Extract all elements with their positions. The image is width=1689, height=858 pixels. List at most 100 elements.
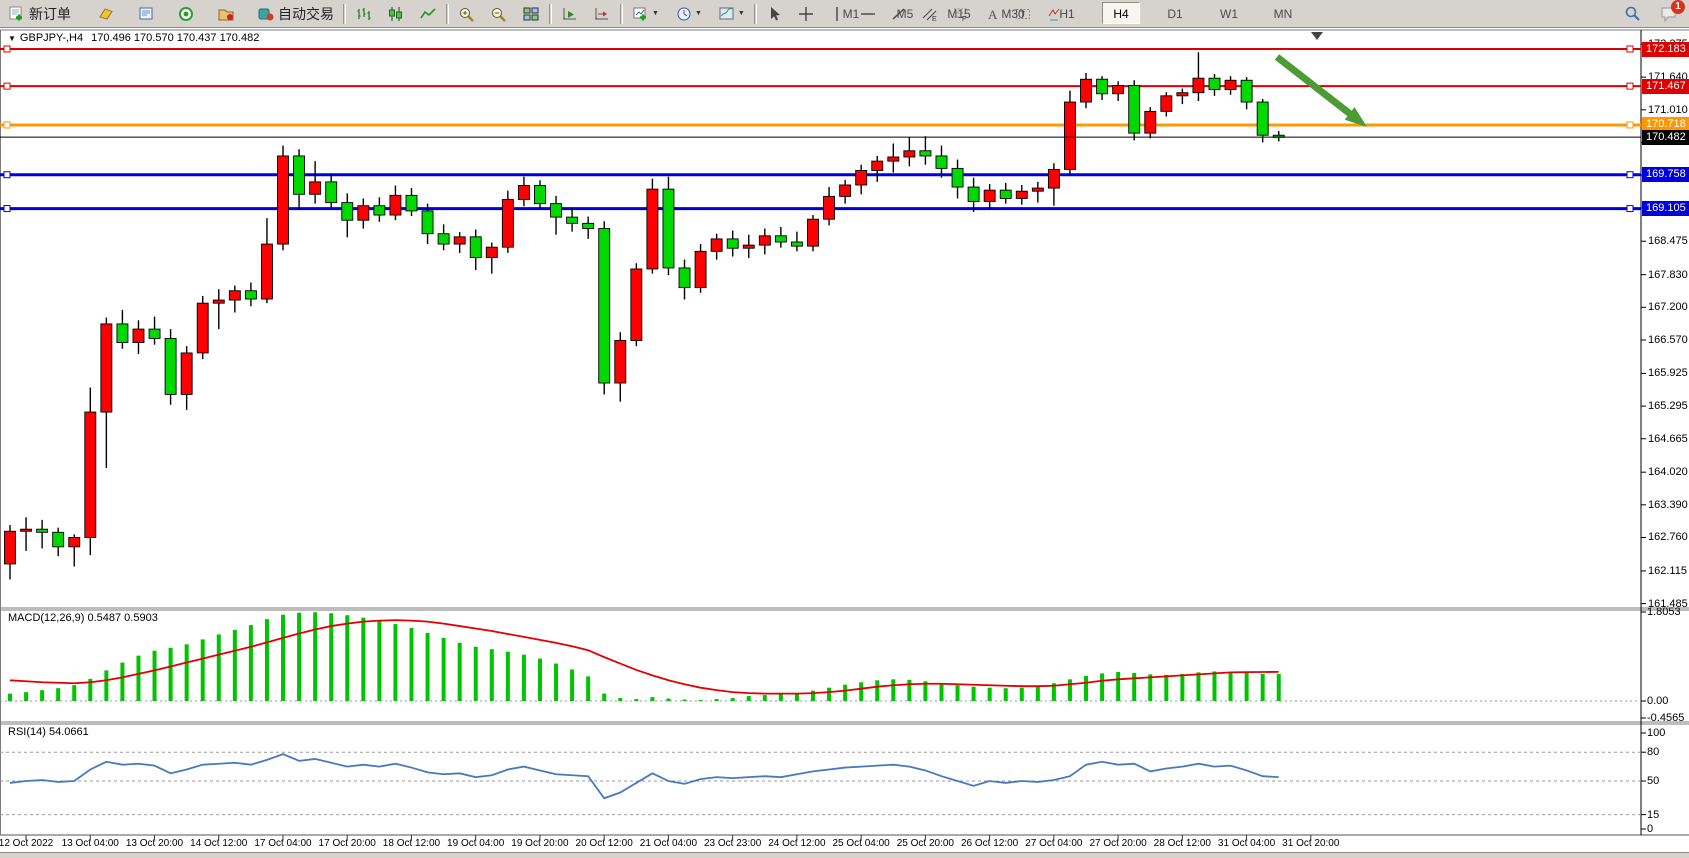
- candle-body: [485, 246, 498, 259]
- svg-text:A: A: [988, 7, 998, 22]
- timeframe-button-m5[interactable]: M5: [896, 7, 914, 21]
- fibonacci-button[interactable]: F: [948, 2, 974, 26]
- period-button[interactable]: ▼: [671, 2, 706, 26]
- line-chart-button[interactable]: [415, 2, 441, 26]
- chart-title-caret-icon[interactable]: ▼: [8, 34, 16, 43]
- chart-title: ▼ GBPJPY-,H4 170.496 170.570 170.437 170.4…: [8, 32, 259, 44]
- chart-shift-button[interactable]: [589, 2, 615, 26]
- channel-button[interactable]: E: [917, 2, 943, 26]
- time-axis-label: 21 Oct 04:00: [639, 838, 698, 849]
- template-icon: [718, 6, 736, 22]
- text-button[interactable]: A: [979, 2, 1005, 26]
- candle-body: [807, 218, 819, 247]
- candle-body: [20, 528, 33, 532]
- candle-body: [1096, 78, 1109, 95]
- candle-body: [614, 340, 627, 384]
- zoom-in-button[interactable]: [454, 2, 480, 26]
- market-watch-button[interactable]: [93, 2, 119, 26]
- autotrading-button[interactable]: 自动交易: [253, 2, 338, 26]
- channel-icon: E: [921, 6, 939, 22]
- arrows-icon: [1045, 6, 1063, 22]
- tile-windows-button[interactable]: [518, 2, 544, 26]
- chevron-down-icon: ▼: [694, 10, 702, 17]
- candle-body: [132, 328, 145, 344]
- search-button[interactable]: [1619, 2, 1645, 26]
- candle-body: [951, 167, 964, 188]
- candle-body: [1208, 77, 1221, 91]
- line-handle[interactable]: [1626, 171, 1634, 179]
- line-handle[interactable]: [3, 45, 11, 53]
- price-axis-tick: 167.200: [1648, 301, 1688, 314]
- line-chart-icon: [419, 6, 437, 22]
- terminal-button[interactable]: [213, 2, 239, 26]
- zoom-out-icon: [490, 6, 508, 22]
- hline-button[interactable]: [855, 2, 881, 26]
- candle-body: [501, 199, 514, 248]
- new-order-button[interactable]: 新订单: [4, 2, 75, 26]
- trendline-button[interactable]: [886, 2, 912, 26]
- timeframe-button-m15[interactable]: M15: [947, 7, 971, 21]
- line-handle[interactable]: [3, 121, 11, 129]
- auto-scroll-icon: [561, 6, 579, 22]
- label-button[interactable]: T: [1010, 2, 1036, 26]
- arrows-button[interactable]: [1041, 2, 1067, 26]
- trend-arrow[interactable]: [1274, 54, 1357, 120]
- candle-body: [919, 150, 932, 157]
- candle-body: [839, 184, 852, 197]
- price-badge-172.183: 172.183: [1642, 41, 1689, 57]
- candle-body: [1176, 92, 1189, 97]
- data-window-icon: [137, 6, 155, 22]
- trend-arrow-head: [1344, 107, 1367, 127]
- time-axis-label: 27 Oct 04:00: [1025, 838, 1083, 849]
- macd-histogram: [8, 612, 1281, 702]
- line-handle[interactable]: [1626, 45, 1634, 53]
- timeframe-button-mn[interactable]: MN: [1273, 7, 1293, 21]
- price-axis-tick: 162.115: [1648, 564, 1687, 577]
- label-icon: T: [1014, 6, 1032, 22]
- line-handle[interactable]: [3, 205, 11, 213]
- timeframe-button-d1[interactable]: D1: [1167, 7, 1183, 21]
- price-axis-tick: 162.760: [1648, 531, 1688, 544]
- candle-body: [582, 222, 595, 229]
- line-handle[interactable]: [1626, 121, 1634, 129]
- timeframe-button-m1[interactable]: M1: [842, 7, 860, 21]
- line-handle[interactable]: [1626, 205, 1634, 213]
- line-handle[interactable]: [3, 82, 11, 90]
- candle-body: [212, 299, 225, 304]
- auto-scroll-button[interactable]: [557, 2, 583, 26]
- zoom-out-button[interactable]: [486, 2, 512, 26]
- macd-axis-label: 0.00: [1647, 695, 1669, 707]
- timeframe-button-h1[interactable]: H1: [1059, 7, 1075, 21]
- timeframe-button-w1[interactable]: W1: [1220, 7, 1238, 21]
- candle-body: [983, 189, 996, 203]
- notifications-button[interactable]: 1: [1655, 0, 1685, 26]
- candle-body: [967, 186, 980, 203]
- crosshair-button[interactable]: [793, 2, 819, 26]
- bars-chart-button[interactable]: [351, 2, 377, 26]
- timeframe-button-m30[interactable]: M30: [1001, 7, 1025, 21]
- timeframe-toolbar: M1 M5 M15 M30 H1 H4 D1 W1 MN: [832, 2, 1318, 24]
- symbol-period: GBPJPY-,H4: [19, 32, 84, 44]
- new-chart-button[interactable]: ▼: [628, 2, 663, 26]
- chart-shift-icon: [593, 6, 611, 22]
- candle-body: [855, 170, 868, 186]
- time-axis-label: 31 Oct 04:00: [1217, 838, 1276, 849]
- candle-body: [694, 250, 707, 289]
- candle-body: [742, 244, 755, 249]
- vline-button[interactable]: [824, 2, 850, 26]
- macd-axis-label: 1.8053: [1647, 605, 1681, 618]
- line-handle[interactable]: [1626, 82, 1634, 90]
- navigator-button[interactable]: [173, 2, 199, 26]
- data-window-button[interactable]: [133, 2, 159, 26]
- chart-shift-marker-icon[interactable]: [1311, 32, 1323, 40]
- candles-chart-button[interactable]: [383, 2, 409, 26]
- candle-body: [823, 195, 836, 220]
- candle-body: [341, 202, 354, 221]
- line-handle[interactable]: [3, 171, 11, 179]
- cursor-button[interactable]: [762, 2, 788, 26]
- candle-body: [662, 188, 675, 269]
- time-axis-label: 28 Oct 12:00: [1153, 838, 1211, 849]
- template-button[interactable]: ▼: [714, 2, 749, 26]
- timeframe-button-h4[interactable]: H4: [1102, 2, 1140, 24]
- chart-canvas[interactable]: [0, 28, 1689, 858]
